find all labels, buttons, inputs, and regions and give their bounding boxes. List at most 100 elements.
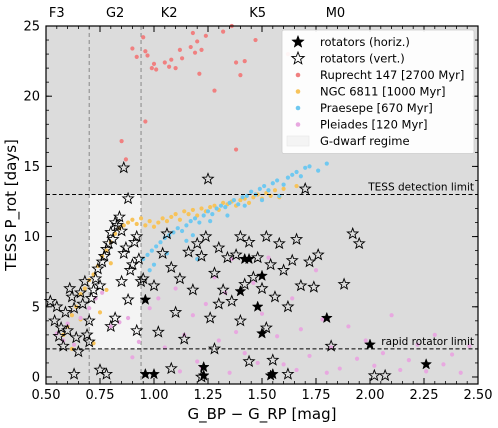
point-35 [294, 169, 299, 175]
point-open-star-83 [272, 236, 286, 250]
point-17 [214, 206, 219, 211]
point-open-star-79 [255, 281, 269, 295]
point-open-star-102 [242, 354, 256, 368]
point-7 [171, 230, 176, 235]
point-34 [208, 205, 213, 210]
point-filled-star-7 [243, 252, 256, 265]
point-35 [313, 268, 319, 273]
point-24 [233, 60, 239, 65]
point-43 [380, 351, 386, 356]
point-open-star-77 [246, 270, 260, 283]
point-open-star-66 [201, 172, 215, 185]
point-5 [87, 306, 92, 311]
x-tick-label-7: 2.25 [410, 388, 439, 403]
point-open-star-43 [136, 271, 150, 285]
point-12 [136, 339, 141, 344]
point-open-star-14 [74, 285, 88, 299]
legend-label-0: rotators (horiz.) [320, 35, 410, 49]
point-open-star-106 [212, 297, 226, 310]
point-open-star-105 [164, 361, 178, 375]
point-14 [188, 44, 193, 50]
point-15 [190, 30, 195, 36]
point-47 [164, 251, 170, 256]
point-15 [125, 220, 131, 225]
point-34 [290, 172, 295, 177]
point-8 [162, 60, 167, 65]
point-open-star-9 [65, 290, 79, 303]
point-filled-star-5 [234, 285, 247, 297]
point-filled-star-10 [255, 327, 269, 339]
point-open-star-6 [58, 305, 72, 318]
x-tick-label-4: 1.50 [248, 388, 277, 403]
point-18 [138, 216, 144, 221]
point-open-star-4 [54, 320, 68, 334]
legend-label-5: Pleiades [120 Myr] [320, 118, 428, 132]
x-tick-label-8: 2.50 [464, 388, 493, 403]
point-27 [177, 217, 183, 222]
point-48 [424, 369, 429, 374]
point-13 [147, 306, 152, 311]
x-tick-label-3: 1.25 [194, 388, 223, 403]
threshold-labels: TESS detection limit rapid rotator limit [367, 181, 474, 347]
point-56 [108, 261, 113, 266]
point-23 [160, 216, 165, 221]
point-14 [201, 213, 206, 218]
point-8 [175, 226, 180, 231]
point-13 [179, 56, 185, 61]
point-28 [262, 183, 267, 189]
point-open-star-45 [99, 367, 114, 380]
point-open-star-3 [52, 329, 66, 342]
point-30 [123, 157, 129, 162]
point-52 [294, 183, 299, 189]
point-27 [257, 186, 262, 191]
point-26 [242, 58, 247, 64]
point-53 [467, 343, 472, 349]
point-41 [190, 233, 195, 238]
point-open-star-76 [242, 235, 256, 248]
point-open-star-42 [134, 274, 148, 288]
point-32 [199, 206, 204, 211]
point-22 [216, 338, 221, 343]
point-29 [266, 255, 271, 260]
point-25 [169, 214, 174, 220]
point-open-star-84 [277, 263, 291, 276]
hline-label-0: TESS detection limit [367, 181, 474, 193]
x-tick-label-6: 2.00 [356, 388, 385, 403]
point-open-star-29 [106, 232, 120, 245]
point-34 [307, 353, 312, 359]
point-open-star-98 [378, 368, 392, 382]
point-open-star-16 [78, 274, 92, 288]
point-32 [290, 296, 295, 301]
point-29 [119, 139, 124, 144]
legend-marker-patch [286, 135, 310, 147]
point-open-star-11 [69, 330, 83, 344]
point-51 [281, 186, 286, 191]
point-filled-star-2 [147, 367, 161, 380]
point-open-star-81 [264, 257, 278, 271]
point-10 [125, 315, 131, 321]
point-open-star-30 [108, 215, 122, 229]
series-0 [119, 23, 291, 162]
point-25 [233, 329, 239, 335]
x-tick-label-2: 1.00 [140, 388, 169, 403]
point-open-star-41 [132, 252, 146, 265]
point-open-star-59 [173, 271, 187, 285]
point-11 [130, 355, 135, 360]
point-11 [173, 66, 178, 71]
point-54 [97, 310, 103, 315]
point-open-star-22 [91, 261, 105, 275]
point-49 [151, 262, 157, 267]
spectral-label-2: K2 [161, 6, 178, 21]
legend-marker-dot [295, 72, 301, 78]
point-open-star-62 [186, 283, 200, 296]
point-open-star-44 [93, 363, 107, 376]
point-open-star-52 [130, 323, 144, 337]
point-30 [275, 334, 280, 339]
point-36 [298, 174, 303, 179]
point-40 [324, 161, 329, 166]
point-28 [259, 311, 265, 316]
point-24 [164, 219, 170, 224]
point-29 [266, 188, 271, 193]
point-open-star-72 [225, 294, 239, 307]
